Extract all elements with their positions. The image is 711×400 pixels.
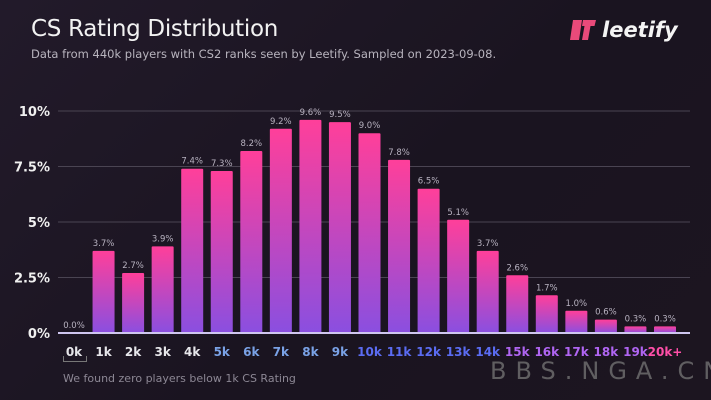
y-tick-label: 5%: [28, 216, 50, 231]
data-label: 7.8%: [388, 148, 410, 158]
x-tick-label: 0k: [66, 345, 83, 359]
bar-20k+: [654, 326, 676, 333]
bar-4k: [181, 168, 204, 333]
data-label: 0.3%: [654, 314, 676, 324]
x-tick-label: 9k: [332, 345, 349, 359]
x-tick-label: 3k: [154, 345, 171, 359]
x-tick-label: 12k: [416, 345, 442, 359]
x-tick-label: 16k: [534, 345, 560, 359]
data-label: 9.0%: [359, 121, 381, 131]
data-label: 2.6%: [506, 263, 528, 273]
footnote-bracket: [63, 356, 87, 362]
bar-13k: [447, 219, 470, 333]
chart-subtitle: Data from 440k players with CS2 ranks se…: [31, 47, 497, 61]
bar-2k: [122, 273, 145, 333]
footnote: We found zero players below 1k CS Rating: [63, 372, 296, 385]
x-tick-label: 20k+: [648, 345, 683, 359]
x-tick-label: 4k: [184, 345, 201, 359]
leetify-logo: leetify: [570, 18, 678, 42]
x-tick-label: 13k: [446, 345, 472, 359]
y-tick-label: 7.5%: [14, 161, 50, 176]
x-tick-label: 19k: [623, 345, 649, 359]
data-label: 0.3%: [625, 314, 647, 324]
y-tick-label: 10%: [19, 105, 50, 120]
bar-17k: [565, 310, 588, 333]
bar-9k: [328, 122, 351, 333]
x-tick-label: 7k: [273, 345, 290, 359]
bar-1k: [92, 250, 115, 333]
x-tick-label: 5k: [214, 345, 231, 359]
y-tick-label: 0%: [28, 327, 50, 342]
bar-6k: [240, 150, 263, 333]
leetify-logo-icon: [570, 20, 596, 40]
data-label: 7.3%: [211, 159, 233, 169]
data-label: 3.9%: [152, 234, 174, 244]
bar-8k: [299, 119, 322, 333]
bar-11k: [388, 159, 411, 333]
data-label: 0.6%: [595, 308, 617, 318]
bar-14k: [476, 250, 499, 333]
data-label: 9.5%: [329, 110, 351, 120]
data-label: 1.7%: [536, 283, 558, 293]
data-label: 3.7%: [93, 239, 115, 249]
data-label: 9.2%: [270, 117, 292, 127]
x-tick-label: 15k: [505, 345, 531, 359]
bar-16k: [535, 295, 558, 333]
data-label: 6.5%: [418, 177, 440, 187]
x-tick-label: 2k: [125, 345, 142, 359]
x-tick-label: 10k: [357, 345, 383, 359]
x-tick-label: 14k: [475, 345, 501, 359]
x-tick-label: 1k: [95, 345, 112, 359]
data-label: 1.0%: [566, 299, 588, 309]
bar-18k: [594, 319, 617, 333]
y-tick-label: 2.5%: [14, 272, 50, 287]
bar-3k: [151, 246, 174, 333]
x-tick-label: 8k: [302, 345, 319, 359]
leetify-logo-text: leetify: [602, 18, 678, 42]
x-tick-label: 11k: [387, 345, 413, 359]
data-label: 7.4%: [181, 157, 203, 167]
data-label: 0.0%: [63, 321, 85, 331]
bar-7k: [269, 128, 292, 333]
bar-15k: [506, 275, 529, 333]
x-tick-label: 6k: [243, 345, 260, 359]
data-label: 3.7%: [477, 239, 499, 249]
data-label: 9.6%: [300, 108, 322, 118]
chart-title: CS Rating Distribution: [31, 16, 279, 42]
x-tick-label: 17k: [564, 345, 590, 359]
data-label: 8.2%: [240, 139, 262, 149]
bar-10k: [358, 133, 381, 333]
data-label: 5.1%: [447, 208, 469, 218]
data-label: 2.7%: [122, 261, 144, 271]
bar-5k: [210, 170, 233, 333]
bar-19k: [624, 326, 647, 333]
bar-12k: [417, 188, 440, 333]
x-tick-label: 18k: [594, 345, 620, 359]
watermark: BBS.NGA.CN: [490, 357, 711, 385]
